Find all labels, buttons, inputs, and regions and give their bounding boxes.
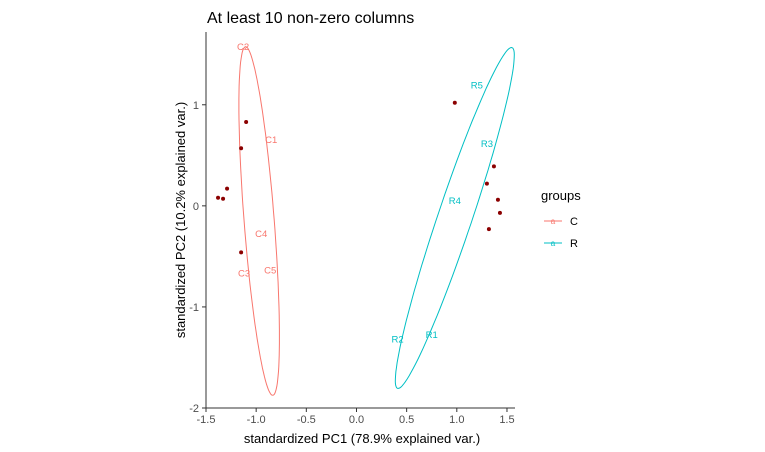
data-point bbox=[244, 119, 249, 124]
legend-label: C bbox=[570, 216, 578, 228]
sample-label: R2 bbox=[392, 334, 404, 345]
data-point bbox=[491, 164, 496, 169]
plot-area: C2 C1 C4 C5 C3 R5 R3 R4 R1 R2 bbox=[216, 42, 515, 396]
data-point bbox=[239, 146, 244, 151]
legend: groups a Ca R bbox=[541, 188, 581, 250]
sample-label: C1 bbox=[265, 135, 277, 146]
x-tick-label: 1.5 bbox=[499, 414, 514, 426]
data-point bbox=[221, 196, 226, 201]
sample-label: C2 bbox=[237, 42, 249, 53]
sample-label: R3 bbox=[481, 139, 493, 150]
sample-label: R5 bbox=[471, 81, 483, 92]
data-point bbox=[486, 227, 491, 232]
y-axis-title: standardized PC2 (10.2% explained var.) bbox=[173, 102, 188, 338]
data-point bbox=[239, 250, 244, 255]
y-tick-label: 1 bbox=[193, 100, 199, 112]
x-axis-ticks: -1.5 -1.0 -0.5 0.0 0.5 1.0 1.5 bbox=[197, 408, 515, 426]
legend-label: R bbox=[570, 238, 578, 250]
sample-label: C3 bbox=[238, 269, 250, 280]
y-tick-label: 0 bbox=[193, 201, 199, 213]
legend-key-glyph: a bbox=[551, 217, 556, 226]
x-tick-label: 0.0 bbox=[349, 414, 364, 426]
ellipse-C bbox=[238, 46, 280, 396]
y-tick-label: -1 bbox=[189, 302, 199, 314]
legend-key-glyph: a bbox=[551, 239, 556, 248]
ellipse-R bbox=[394, 46, 515, 389]
x-tick-label: 0.5 bbox=[399, 414, 414, 426]
chart-title: At least 10 non-zero columns bbox=[207, 10, 414, 27]
x-tick-label: -0.5 bbox=[297, 414, 316, 426]
data-point bbox=[484, 181, 489, 186]
legend-title: groups bbox=[541, 188, 581, 203]
y-axis-ticks: -2 -1 0 1 bbox=[189, 100, 206, 415]
x-tick-label: -1.0 bbox=[247, 414, 266, 426]
x-tick-label: 1.0 bbox=[449, 414, 464, 426]
sample-label: R4 bbox=[449, 196, 461, 207]
data-point bbox=[216, 195, 221, 200]
legend-entries: a Ca R bbox=[544, 216, 578, 250]
x-axis-title: standardized PC1 (78.9% explained var.) bbox=[244, 431, 480, 446]
sample-label: R1 bbox=[426, 330, 438, 341]
data-point bbox=[495, 197, 500, 202]
y-tick-label: -2 bbox=[189, 403, 199, 415]
sample-label: C5 bbox=[264, 266, 276, 277]
data-point bbox=[452, 100, 457, 105]
data-point bbox=[225, 186, 230, 191]
data-point bbox=[497, 210, 502, 215]
x-tick-label: -1.5 bbox=[197, 414, 216, 426]
sample-label: C4 bbox=[255, 229, 267, 240]
